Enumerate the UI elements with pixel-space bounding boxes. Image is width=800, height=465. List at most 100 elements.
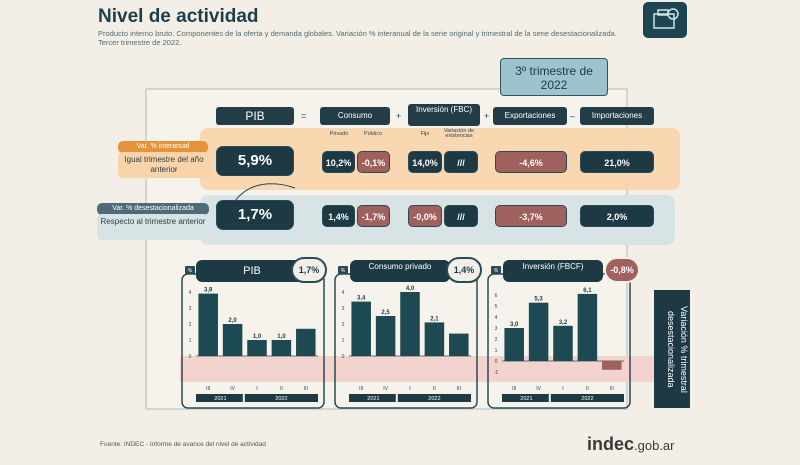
x-tick-label: III	[457, 386, 461, 392]
y-tick-label: 0	[495, 359, 498, 365]
minus-sign: –	[570, 111, 576, 121]
y-tick-label: 4	[342, 290, 345, 296]
x-tick-label: III	[304, 386, 308, 392]
source-note: Fuente: INDEC - Informe de avance del ni…	[100, 441, 266, 448]
bar	[553, 325, 573, 361]
trimestre-badge: 3º trimestre de 2022	[500, 58, 608, 96]
y-tick-label: 5	[495, 304, 498, 310]
y-tick-label: 2	[189, 322, 192, 328]
desest-label-body: Respecto al trimestre anterior	[97, 214, 209, 240]
vertical-side-label: Variación % trimestral desestacionalizad…	[654, 290, 690, 408]
importaciones-header: Importaciones	[580, 107, 654, 125]
bar-data-label: 3,9	[204, 288, 213, 294]
x-tick-label: I	[409, 386, 410, 392]
bar	[222, 324, 243, 356]
bar-data-label: 1,0	[277, 334, 286, 340]
value-interanual-fijo: 14,0%	[408, 151, 442, 173]
value-desest-exportaciones: -3,7%	[495, 205, 567, 227]
page-title: Nivel de actividad	[98, 6, 259, 27]
year-band	[550, 394, 624, 402]
year-band	[349, 394, 396, 402]
x-tick-label: III	[610, 386, 614, 392]
value-desest-privado: 1,4%	[322, 205, 355, 227]
year-band	[502, 394, 549, 402]
value-interanual-exportaciones: -4,6%	[495, 151, 567, 173]
x-tick-label: IV	[230, 386, 235, 392]
equals-sign: =	[301, 111, 307, 121]
value-interanual-pib: 5,9%	[216, 146, 294, 176]
y-tick-label: 2	[495, 337, 498, 343]
year-label: 2021	[367, 396, 379, 402]
y-tick-label: 3	[495, 326, 498, 332]
plus-sign-2: +	[484, 111, 490, 121]
bar-data-label: 3,4	[357, 296, 366, 302]
publico-subheader: Público	[363, 131, 383, 137]
bar	[424, 322, 445, 356]
x-tick-label: II	[433, 386, 436, 392]
year-band	[244, 394, 318, 402]
y-unit-label: %	[341, 268, 346, 274]
bar-data-label: 6,1	[583, 288, 592, 294]
variacion-subheader: Variación de existencias	[443, 128, 475, 139]
page-subtitle: Producto interno bruto. Componentes de l…	[98, 29, 617, 47]
consumo-header: Consumo	[320, 107, 390, 125]
x-tick-label: III	[206, 386, 210, 392]
x-tick-label: II	[586, 386, 589, 392]
bar	[247, 340, 267, 356]
y-tick-label: 1	[342, 338, 345, 344]
year-label: 2021	[214, 396, 226, 402]
y-unit-box	[185, 266, 195, 274]
plus-sign-1: +	[396, 111, 402, 121]
bar-data-label: 2,5	[381, 310, 390, 316]
y-unit-box	[338, 266, 348, 274]
y-tick-label: 1	[495, 348, 498, 354]
chart-consumo-highlight: 1,4%	[446, 257, 482, 283]
x-tick-label: IV	[536, 386, 541, 392]
year-band	[397, 394, 471, 402]
y-tick-label: 4	[495, 315, 498, 321]
bar-data-label: 4,0	[406, 286, 415, 292]
bar	[449, 333, 469, 356]
y-tick-label: 0	[189, 354, 192, 360]
connector-curve	[234, 183, 296, 202]
inversion-header: Inversión (FBC)	[408, 104, 480, 126]
bar	[528, 302, 549, 361]
value-interanual-importaciones: 21,0%	[580, 151, 654, 173]
brand-name: indec	[587, 434, 635, 454]
brand-logo: indec.gob.ar	[587, 434, 675, 455]
bar	[504, 328, 524, 361]
chart-pib-highlight: 1,7%	[291, 257, 327, 283]
value-desest-fijo: -0,0%	[408, 205, 442, 227]
y-tick-label: 4	[189, 290, 192, 296]
y-unit-label: %	[494, 268, 499, 274]
bar-data-label: 3,2	[559, 320, 568, 326]
bar	[577, 293, 598, 361]
y-unit-label: %	[188, 268, 193, 274]
brand-domain: .gob.ar	[634, 438, 675, 453]
bar	[198, 293, 218, 356]
value-desest-variacion: ///	[444, 205, 478, 227]
x-tick-label: I	[256, 386, 257, 392]
year-label: 2022	[581, 396, 593, 402]
logo-icon	[653, 8, 679, 29]
value-desest-publico: -1,7%	[357, 205, 390, 227]
chart-consumo-title: Consumo privado	[350, 260, 450, 282]
bar	[271, 340, 292, 356]
y-unit-box	[491, 266, 501, 274]
bar	[296, 328, 316, 356]
fijo-subheader: Fijo	[420, 131, 430, 137]
exportaciones-header: Exportaciones	[493, 107, 567, 125]
logo	[643, 2, 687, 38]
chart-pib-title: PIB	[196, 260, 308, 282]
x-tick-label: III	[512, 386, 516, 392]
x-tick-label: III	[359, 386, 363, 392]
x-tick-label: II	[280, 386, 283, 392]
value-interanual-variacion: ///	[444, 151, 478, 173]
bar	[351, 301, 371, 356]
bar-data-label: 2,1	[430, 316, 439, 322]
desest-label-title: Var. % desestacionalizada	[97, 203, 209, 215]
chart-inversion-highlight: -0,8%	[604, 257, 640, 283]
value-desest-pib: 1,7%	[216, 200, 294, 230]
